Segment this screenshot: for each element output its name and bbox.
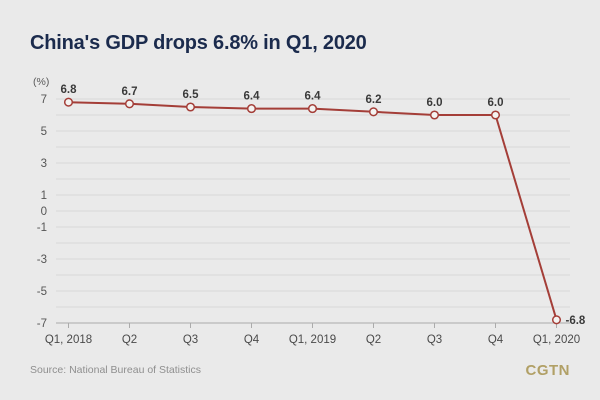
x-axis-tick-label: Q4 xyxy=(488,334,504,346)
data-label: 6.0 xyxy=(488,97,504,109)
data-label: 6.7 xyxy=(122,86,138,98)
y-axis-tick-label: -7 xyxy=(37,318,47,330)
data-point xyxy=(63,97,74,107)
data-point xyxy=(368,107,379,117)
data-label: 6.5 xyxy=(183,89,200,101)
cgtn-logo: CGTN xyxy=(525,362,570,379)
data-label: -6.8 xyxy=(566,315,586,327)
y-axis-tick-label: 0 xyxy=(41,206,47,218)
data-point xyxy=(307,104,318,114)
y-axis-tick-label: 1 xyxy=(41,190,47,202)
y-axis-tick-label: -1 xyxy=(37,222,47,234)
x-axis-tick-label: Q4 xyxy=(244,334,260,346)
y-axis-tick-label: 5 xyxy=(41,126,47,138)
data-point xyxy=(551,315,562,325)
x-axis-tick-label: Q2 xyxy=(366,334,381,346)
data-label: 6.2 xyxy=(366,94,382,106)
y-axis-tick-label: 7 xyxy=(41,94,47,106)
x-axis-tick-label: Q2 xyxy=(122,334,137,346)
source-note: Source: National Bureau of Statistics xyxy=(30,364,202,376)
x-axis-tick-label: Q1, 2018 xyxy=(45,334,92,346)
data-point xyxy=(490,110,501,120)
data-point xyxy=(246,104,257,114)
data-label: 6.0 xyxy=(427,97,443,109)
y-axis-tick-label: -5 xyxy=(37,286,47,298)
x-axis-tick-label: Q3 xyxy=(183,334,198,346)
y-axis-tick-label: 3 xyxy=(41,158,47,170)
y-axis-tick-label: -3 xyxy=(37,254,47,266)
x-axis-tick-label: Q1, 2019 xyxy=(289,334,336,346)
data-label: 6.8 xyxy=(61,84,78,96)
chart-title: China's GDP drops 6.8% in Q1, 2020 xyxy=(30,32,367,54)
data-label: 6.4 xyxy=(305,91,322,103)
data-label: 6.4 xyxy=(244,91,261,103)
x-axis-tick-label: Q3 xyxy=(427,334,442,346)
data-point xyxy=(124,99,135,109)
data-point xyxy=(185,102,196,112)
y-axis-unit-label: (%) xyxy=(33,76,50,88)
x-axis-tick-label: Q1, 2020 xyxy=(533,334,580,346)
data-point xyxy=(429,110,440,120)
